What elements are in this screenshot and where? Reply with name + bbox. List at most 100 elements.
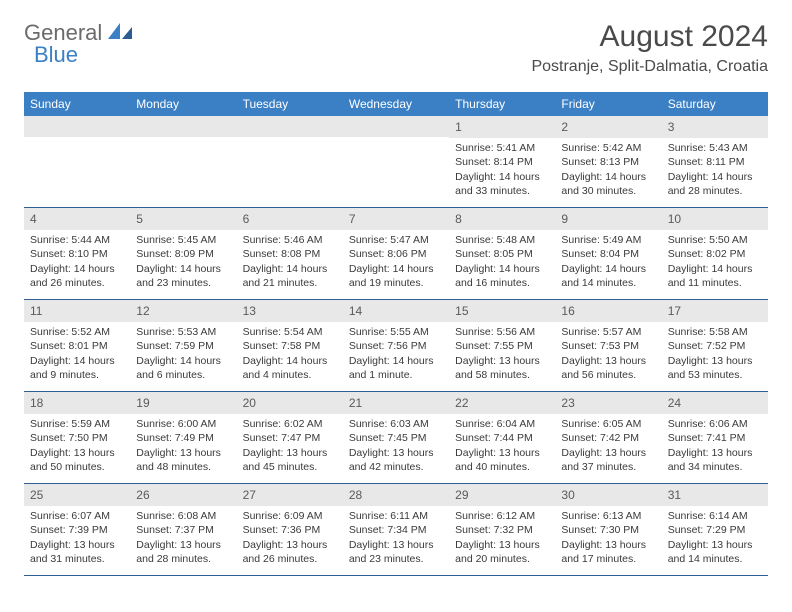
day-body: Sunrise: 5:43 AMSunset: 8:11 PMDaylight:… — [662, 138, 768, 202]
sunset-text: Sunset: 8:05 PM — [455, 247, 549, 261]
sunrise-text: Sunrise: 6:07 AM — [30, 509, 124, 523]
day-cell: 30Sunrise: 6:13 AMSunset: 7:30 PMDayligh… — [555, 484, 661, 576]
day-body: Sunrise: 5:52 AMSunset: 8:01 PMDaylight:… — [24, 322, 130, 386]
day-number: 20 — [237, 392, 343, 414]
day-number: 10 — [662, 208, 768, 230]
sunrise-text: Sunrise: 5:55 AM — [349, 325, 443, 339]
day-body: Sunrise: 5:58 AMSunset: 7:52 PMDaylight:… — [662, 322, 768, 386]
day-cell: 6Sunrise: 5:46 AMSunset: 8:08 PMDaylight… — [237, 208, 343, 300]
day-number: 17 — [662, 300, 768, 322]
day-cell: 4Sunrise: 5:44 AMSunset: 8:10 PMDaylight… — [24, 208, 130, 300]
day-body: Sunrise: 5:48 AMSunset: 8:05 PMDaylight:… — [449, 230, 555, 294]
day-body: Sunrise: 5:47 AMSunset: 8:06 PMDaylight:… — [343, 230, 449, 294]
daylight-text: Daylight: 13 hours and 34 minutes. — [668, 446, 762, 474]
day-body: Sunrise: 6:14 AMSunset: 7:29 PMDaylight:… — [662, 506, 768, 570]
day-body: Sunrise: 5:44 AMSunset: 8:10 PMDaylight:… — [24, 230, 130, 294]
title-block: August 2024 Postranje, Split-Dalmatia, C… — [531, 20, 768, 76]
day-cell: 8Sunrise: 5:48 AMSunset: 8:05 PMDaylight… — [449, 208, 555, 300]
day-body: Sunrise: 5:53 AMSunset: 7:59 PMDaylight:… — [130, 322, 236, 386]
sunrise-text: Sunrise: 5:42 AM — [561, 141, 655, 155]
sunset-text: Sunset: 8:13 PM — [561, 155, 655, 169]
sunrise-text: Sunrise: 6:05 AM — [561, 417, 655, 431]
empty-day-cell — [24, 116, 130, 208]
sunset-text: Sunset: 7:50 PM — [30, 431, 124, 445]
weekday-header-row: SundayMondayTuesdayWednesdayThursdayFrid… — [24, 92, 768, 116]
daylight-text: Daylight: 13 hours and 28 minutes. — [136, 538, 230, 566]
day-number: 7 — [343, 208, 449, 230]
daylight-text: Daylight: 14 hours and 16 minutes. — [455, 262, 549, 290]
day-cell: 20Sunrise: 6:02 AMSunset: 7:47 PMDayligh… — [237, 392, 343, 484]
sunset-text: Sunset: 8:11 PM — [668, 155, 762, 169]
sunrise-text: Sunrise: 5:57 AM — [561, 325, 655, 339]
day-body: Sunrise: 6:05 AMSunset: 7:42 PMDaylight:… — [555, 414, 661, 478]
day-body: Sunrise: 5:49 AMSunset: 8:04 PMDaylight:… — [555, 230, 661, 294]
sunrise-text: Sunrise: 5:49 AM — [561, 233, 655, 247]
sunrise-text: Sunrise: 5:43 AM — [668, 141, 762, 155]
sunset-text: Sunset: 7:29 PM — [668, 523, 762, 537]
day-cell: 17Sunrise: 5:58 AMSunset: 7:52 PMDayligh… — [662, 300, 768, 392]
day-body: Sunrise: 5:54 AMSunset: 7:58 PMDaylight:… — [237, 322, 343, 386]
calendar-grid: 1Sunrise: 5:41 AMSunset: 8:14 PMDaylight… — [24, 116, 768, 576]
sunrise-text: Sunrise: 6:08 AM — [136, 509, 230, 523]
sunrise-text: Sunrise: 5:48 AM — [455, 233, 549, 247]
daylight-text: Daylight: 14 hours and 1 minute. — [349, 354, 443, 382]
sunset-text: Sunset: 7:58 PM — [243, 339, 337, 353]
sunset-text: Sunset: 8:14 PM — [455, 155, 549, 169]
sunrise-text: Sunrise: 5:56 AM — [455, 325, 549, 339]
sunset-text: Sunset: 8:02 PM — [668, 247, 762, 261]
day-number: 11 — [24, 300, 130, 322]
day-number: 30 — [555, 484, 661, 506]
day-number: 21 — [343, 392, 449, 414]
day-number: 26 — [130, 484, 236, 506]
sunrise-text: Sunrise: 5:50 AM — [668, 233, 762, 247]
day-number: 12 — [130, 300, 236, 322]
sunset-text: Sunset: 7:41 PM — [668, 431, 762, 445]
sunset-text: Sunset: 8:06 PM — [349, 247, 443, 261]
day-body: Sunrise: 5:57 AMSunset: 7:53 PMDaylight:… — [555, 322, 661, 386]
day-number: 2 — [555, 116, 661, 138]
day-cell: 26Sunrise: 6:08 AMSunset: 7:37 PMDayligh… — [130, 484, 236, 576]
sunset-text: Sunset: 7:44 PM — [455, 431, 549, 445]
sunrise-text: Sunrise: 5:47 AM — [349, 233, 443, 247]
daylight-text: Daylight: 14 hours and 11 minutes. — [668, 262, 762, 290]
day-number: 22 — [449, 392, 555, 414]
day-cell: 7Sunrise: 5:47 AMSunset: 8:06 PMDaylight… — [343, 208, 449, 300]
day-body: Sunrise: 6:06 AMSunset: 7:41 PMDaylight:… — [662, 414, 768, 478]
logo-text-blue: Blue — [34, 42, 78, 68]
daylight-text: Daylight: 13 hours and 31 minutes. — [30, 538, 124, 566]
weekday-header: Monday — [130, 92, 236, 116]
daylight-text: Daylight: 13 hours and 37 minutes. — [561, 446, 655, 474]
day-cell: 1Sunrise: 5:41 AMSunset: 8:14 PMDaylight… — [449, 116, 555, 208]
day-cell: 3Sunrise: 5:43 AMSunset: 8:11 PMDaylight… — [662, 116, 768, 208]
sunrise-text: Sunrise: 5:52 AM — [30, 325, 124, 339]
day-number: 6 — [237, 208, 343, 230]
day-cell: 21Sunrise: 6:03 AMSunset: 7:45 PMDayligh… — [343, 392, 449, 484]
daylight-text: Daylight: 14 hours and 21 minutes. — [243, 262, 337, 290]
daylight-text: Daylight: 14 hours and 28 minutes. — [668, 170, 762, 198]
sunset-text: Sunset: 7:59 PM — [136, 339, 230, 353]
sunrise-text: Sunrise: 6:02 AM — [243, 417, 337, 431]
sunrise-text: Sunrise: 5:54 AM — [243, 325, 337, 339]
weekday-header: Thursday — [449, 92, 555, 116]
empty-day-cell — [237, 116, 343, 208]
daylight-text: Daylight: 14 hours and 19 minutes. — [349, 262, 443, 290]
sunset-text: Sunset: 7:34 PM — [349, 523, 443, 537]
sunset-text: Sunset: 7:45 PM — [349, 431, 443, 445]
header: General Blue August 2024 Postranje, Spli… — [0, 0, 792, 84]
sunset-text: Sunset: 7:55 PM — [455, 339, 549, 353]
sunset-text: Sunset: 7:36 PM — [243, 523, 337, 537]
sunset-text: Sunset: 8:10 PM — [30, 247, 124, 261]
sunrise-text: Sunrise: 5:46 AM — [243, 233, 337, 247]
sunset-text: Sunset: 8:09 PM — [136, 247, 230, 261]
daylight-text: Daylight: 13 hours and 50 minutes. — [30, 446, 124, 474]
sunrise-text: Sunrise: 6:13 AM — [561, 509, 655, 523]
sunrise-text: Sunrise: 6:12 AM — [455, 509, 549, 523]
empty-day-cell — [130, 116, 236, 208]
day-body: Sunrise: 6:00 AMSunset: 7:49 PMDaylight:… — [130, 414, 236, 478]
day-number: 16 — [555, 300, 661, 322]
calendar: SundayMondayTuesdayWednesdayThursdayFrid… — [24, 92, 768, 576]
day-number: 31 — [662, 484, 768, 506]
daylight-text: Daylight: 14 hours and 9 minutes. — [30, 354, 124, 382]
day-cell: 5Sunrise: 5:45 AMSunset: 8:09 PMDaylight… — [130, 208, 236, 300]
daylight-text: Daylight: 14 hours and 26 minutes. — [30, 262, 124, 290]
